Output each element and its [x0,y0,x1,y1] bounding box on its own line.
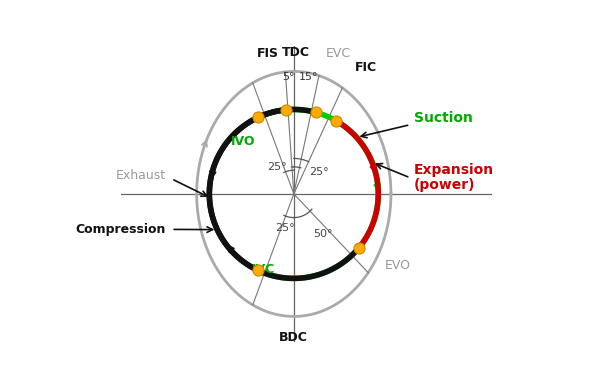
Text: 50°: 50° [313,230,333,240]
Text: EVC: EVC [326,48,351,60]
Text: 25°: 25° [267,162,286,172]
Text: Expansion: Expansion [414,163,494,177]
Text: Exhaust: Exhaust [115,169,166,182]
Text: (power): (power) [414,179,475,192]
Text: 15°: 15° [298,72,318,82]
Text: TDC: TDC [282,46,310,59]
Text: 5°: 5° [282,72,295,82]
Text: BDC: BDC [279,331,308,344]
Text: FIC: FIC [355,61,377,74]
Text: Compression: Compression [75,223,166,236]
Text: IVC: IVC [252,263,275,276]
Text: EVO: EVO [385,259,411,272]
Text: FIS: FIS [257,48,279,60]
Text: IVO: IVO [230,135,255,148]
Text: Suction: Suction [414,111,472,125]
Text: 25°: 25° [309,167,329,177]
Text: 25°: 25° [276,223,295,233]
